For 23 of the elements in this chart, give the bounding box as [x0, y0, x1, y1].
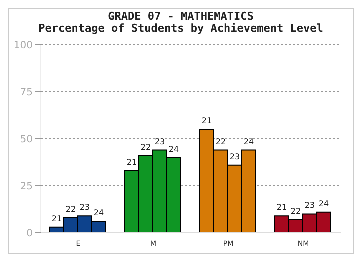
series-label: 22: [66, 204, 76, 214]
y-tick-label: 75: [20, 88, 33, 99]
text: 23: [230, 152, 240, 162]
series-label: 23: [80, 203, 90, 212]
text: 22: [290, 206, 302, 216]
text: 21: [276, 203, 288, 212]
series-label: 24: [94, 208, 104, 218]
chart-subtitle: Percentage of Students by Achievement Level: [38, 22, 324, 35]
chart-title: GRADE 07 - MATHEMATICS: [107, 10, 255, 23]
y-tick-label: 50: [20, 134, 33, 146]
text: 22: [140, 142, 152, 152]
text: 21: [202, 116, 212, 126]
y-tick-label: 25: [20, 182, 33, 193]
text: 24: [318, 199, 330, 208]
text: 22: [216, 137, 226, 146]
y-tick-label: 0: [26, 228, 33, 240]
series-label: 21: [52, 214, 62, 224]
y-tick-label: 100: [14, 40, 33, 52]
text: 21: [126, 158, 138, 167]
text: 23: [154, 137, 166, 146]
text: 24: [244, 137, 254, 146]
text: 23: [304, 201, 316, 210]
text: 24: [168, 144, 180, 154]
